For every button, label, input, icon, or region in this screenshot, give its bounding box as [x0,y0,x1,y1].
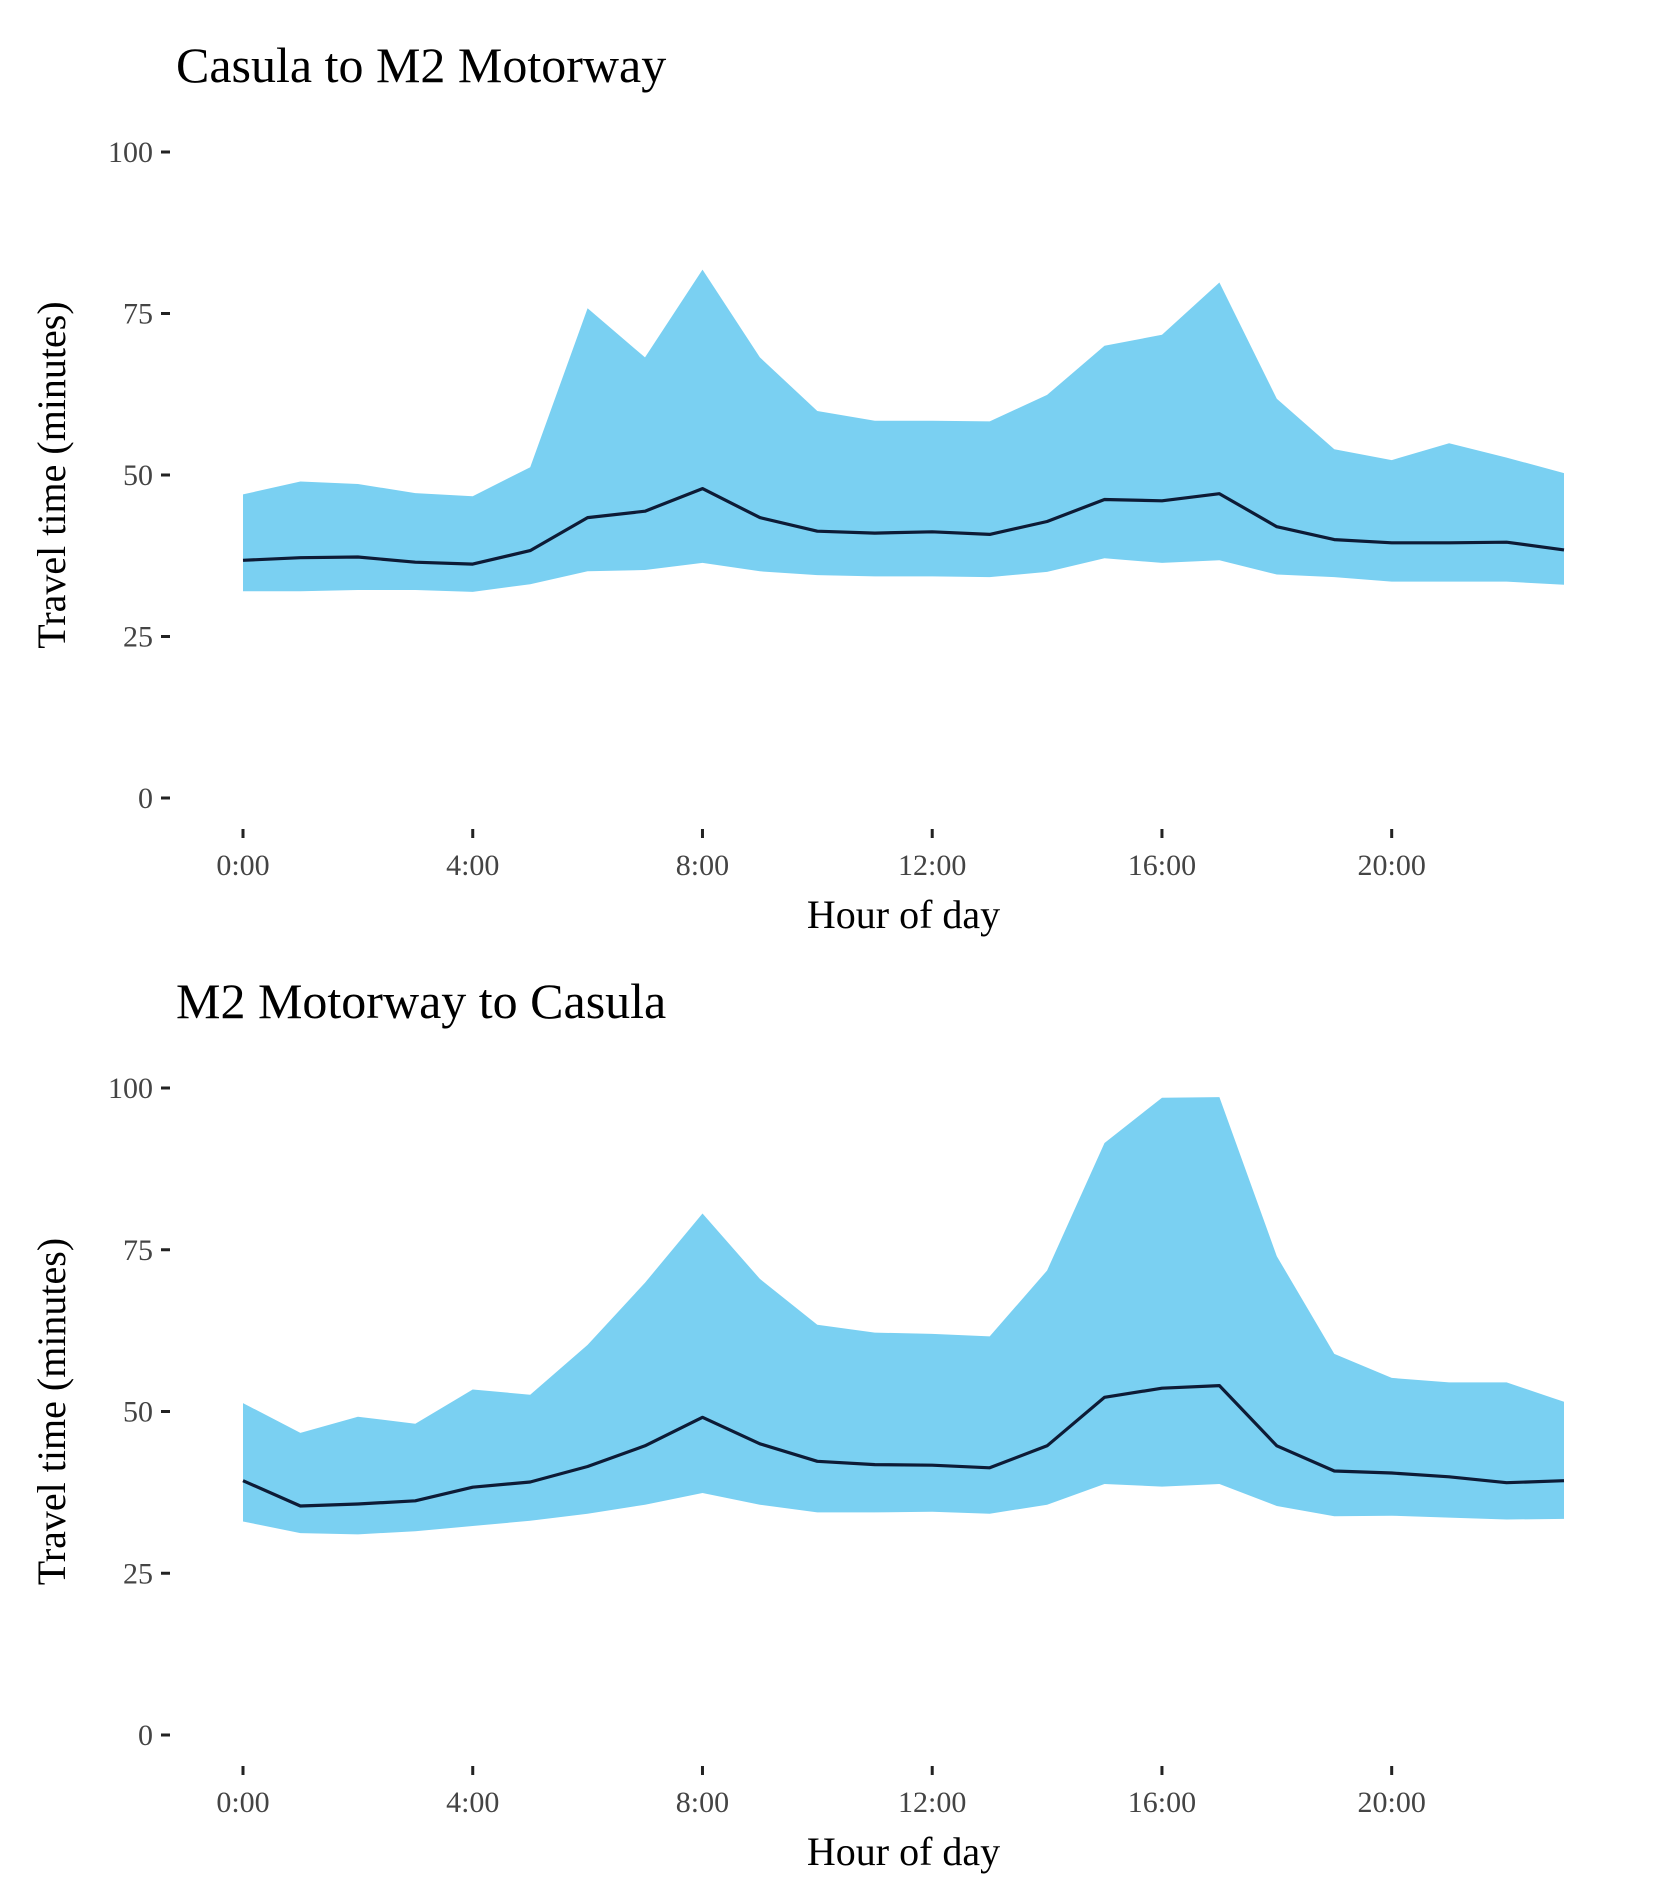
y-tick-label: 50 [123,459,153,492]
x-tick-label: 16:00 [1128,1786,1196,1819]
y-tick-label: 50 [123,1396,153,1429]
y-tick-label: 25 [123,621,153,654]
x-tick-label: 16:00 [1128,849,1196,882]
chart-title: Casula to M2 Motorway [176,37,666,93]
x-tick-label: 12:00 [898,1786,966,1819]
y-axis-label: Travel time (minutes) [29,301,74,648]
x-tick-label: 8:00 [676,849,729,882]
x-axis-label: Hour of day [807,1829,1000,1874]
x-tick-label: 4:00 [446,1786,499,1819]
y-tick-label: 25 [123,1557,153,1590]
y-tick-label: 0 [138,782,153,815]
chart-title: M2 Motorway to Casula [176,973,666,1029]
x-tick-label: 12:00 [898,849,966,882]
x-tick-label: 8:00 [676,1786,729,1819]
range-band [243,269,1564,592]
y-tick-label: 100 [108,1072,153,1105]
y-axis-label: Travel time (minutes) [29,1238,74,1585]
chart-panel-1: Casula to M2 Motorway 0 25 50 75 100 0:00 4:00 8… [29,37,1565,937]
x-tick-label: 0:00 [216,849,269,882]
x-tick-label: 20:00 [1358,1786,1426,1819]
median-line [242,1383,1565,1508]
y-tick-label: 100 [108,136,153,169]
y-tick-label: 0 [138,1719,153,1752]
x-axis-label: Hour of day [807,892,1000,937]
y-tick-label: 75 [123,298,153,331]
x-tick-label: 20:00 [1358,849,1426,882]
chart-panel-2: M2 Motorway to Casula 0 25 50 75 100 0:00 4:00 8… [29,973,1565,1874]
median-line [242,487,1565,566]
x-tick-label: 0:00 [216,1786,269,1819]
y-tick-label: 75 [123,1234,153,1267]
x-tick-label: 4:00 [446,849,499,882]
range-band [243,1097,1564,1535]
